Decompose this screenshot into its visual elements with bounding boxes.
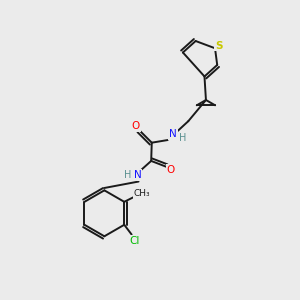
- Text: O: O: [167, 165, 175, 175]
- Text: N: N: [169, 129, 177, 139]
- Text: Cl: Cl: [129, 236, 140, 246]
- Text: O: O: [131, 122, 140, 131]
- Text: S: S: [215, 40, 222, 51]
- Text: H: H: [179, 133, 186, 143]
- Text: H: H: [124, 170, 131, 180]
- Text: CH₃: CH₃: [133, 189, 150, 198]
- Text: N: N: [134, 170, 142, 180]
